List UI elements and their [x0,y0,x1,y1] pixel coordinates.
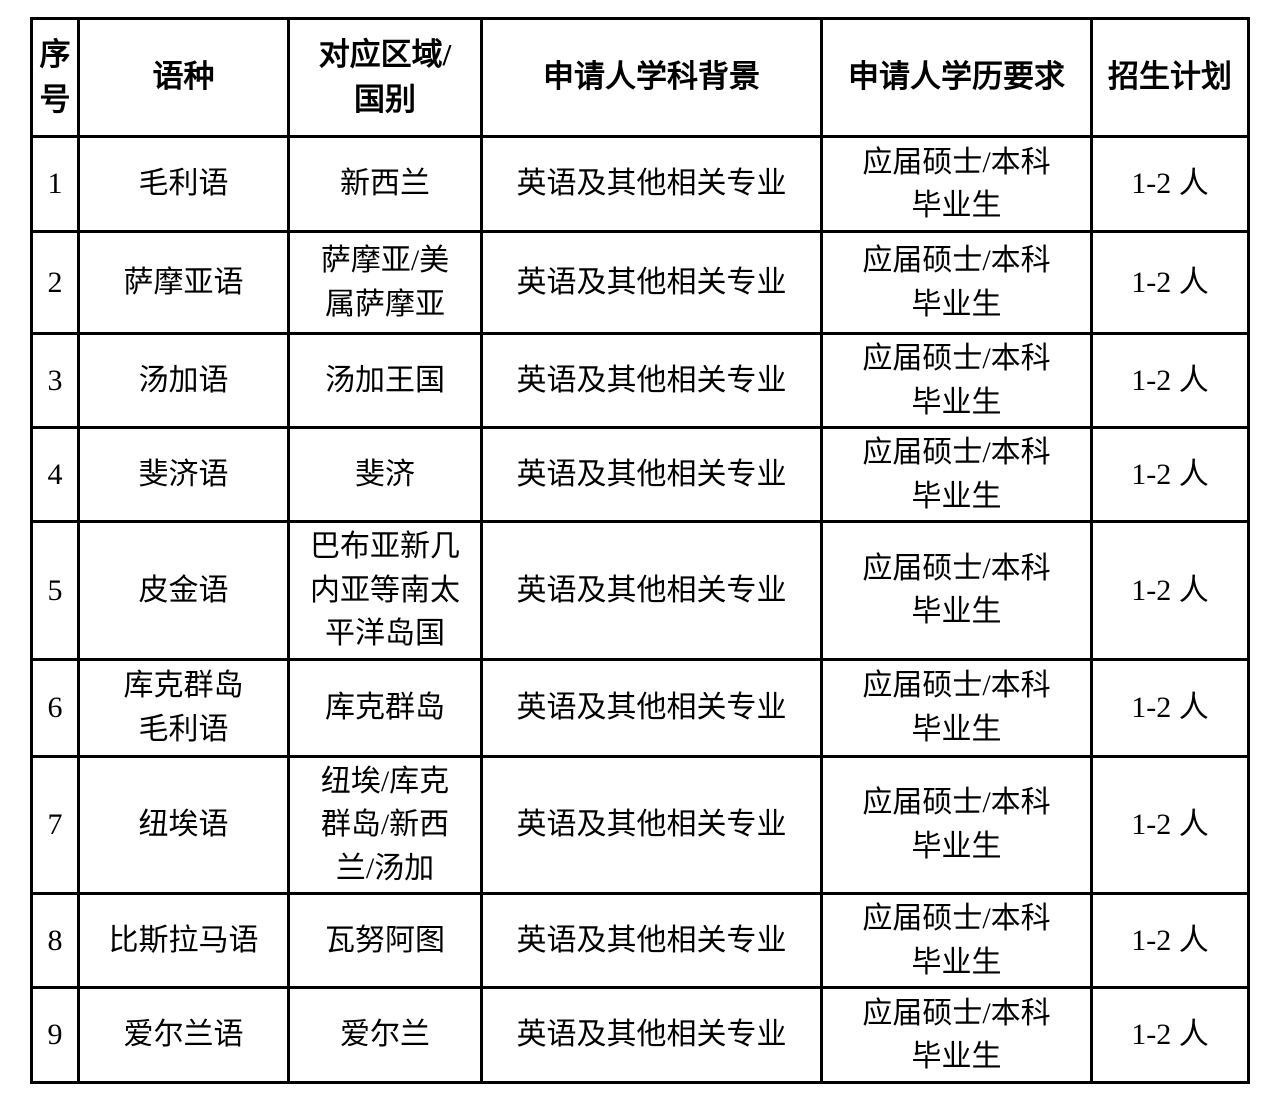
table-row-2: 2 萨摩亚语 萨摩亚/美 属萨摩亚 英语及其他相关专业 应届硕士/本科 毕业生 … [30,230,1250,335]
cell-background: 英语及其他相关专业 [480,426,823,523]
cell-language: 皮金语 [77,520,290,661]
cell-background: 英语及其他相关专业 [480,754,823,895]
cell-degree: 应届硕士/本科 毕业生 [820,332,1093,429]
table-row-8: 8 比斯拉马语 瓦努阿图 英语及其他相关专业 应届硕士/本科 毕业生 1-2 人 [30,892,1250,989]
cell-degree: 应届硕士/本科 毕业生 [820,657,1093,758]
table-row-9: 9 爱尔兰语 爱尔兰 英语及其他相关专业 应届硕士/本科 毕业生 1-2 人 [30,986,1250,1084]
cell-plan: 1-2 人 [1090,657,1250,758]
cell-index: 6 [30,657,80,758]
cell-degree: 应届硕士/本科 毕业生 [820,135,1093,233]
cell-index: 9 [30,986,80,1084]
cell-index: 8 [30,892,80,989]
cell-plan: 1-2 人 [1090,135,1250,233]
cell-background: 英语及其他相关专业 [480,230,823,335]
column-header-plan: 招生计划 [1090,17,1250,138]
cell-language: 纽埃语 [77,754,290,895]
cell-background: 英语及其他相关专业 [480,986,823,1084]
cell-index: 4 [30,426,80,523]
cell-degree: 应届硕士/本科 毕业生 [820,986,1093,1084]
cell-degree: 应届硕士/本科 毕业生 [820,426,1093,523]
cell-region: 瓦努阿图 [287,892,483,989]
cell-degree: 应届硕士/本科 毕业生 [820,892,1093,989]
table-row-5: 5 皮金语 巴布亚新几 内亚等南太 平洋岛国 英语及其他相关专业 应届硕士/本科… [30,520,1250,661]
cell-degree: 应届硕士/本科 毕业生 [820,230,1093,335]
cell-plan: 1-2 人 [1090,332,1250,429]
cell-language: 毛利语 [77,135,290,233]
cell-region: 爱尔兰 [287,986,483,1084]
cell-degree: 应届硕士/本科 毕业生 [820,520,1093,661]
cell-plan: 1-2 人 [1090,426,1250,523]
cell-region: 萨摩亚/美 属萨摩亚 [287,230,483,335]
cell-plan: 1-2 人 [1090,754,1250,895]
cell-index: 2 [30,230,80,335]
cell-region: 汤加王国 [287,332,483,429]
cell-language: 萨摩亚语 [77,230,290,335]
cell-background: 英语及其他相关专业 [480,520,823,661]
cell-plan: 1-2 人 [1090,986,1250,1084]
cell-region: 库克群岛 [287,657,483,758]
column-header-index: 序 号 [30,17,80,138]
cell-background: 英语及其他相关专业 [480,135,823,233]
cell-index: 3 [30,332,80,429]
table-row-3: 3 汤加语 汤加王国 英语及其他相关专业 应届硕士/本科 毕业生 1-2 人 [30,332,1250,429]
table-row-6: 6 库克群岛 毛利语 库克群岛 英语及其他相关专业 应届硕士/本科 毕业生 1-… [30,657,1250,758]
cell-index: 7 [30,754,80,895]
cell-index: 5 [30,520,80,661]
cell-background: 英语及其他相关专业 [480,657,823,758]
cell-background: 英语及其他相关专业 [480,892,823,989]
cell-region: 巴布亚新几 内亚等南太 平洋岛国 [287,520,483,661]
header-row: 序 号 语种 对应区域/ 国别 申请人学科背景 申请人学历要求 招生计划 [30,17,1250,138]
cell-language: 比斯拉马语 [77,892,290,989]
language-recruitment-table: 序 号 语种 对应区域/ 国别 申请人学科背景 申请人学历要求 招生计划 1 毛… [30,17,1250,1084]
table-row-1: 1 毛利语 新西兰 英语及其他相关专业 应届硕士/本科 毕业生 1-2 人 [30,135,1250,233]
cell-index: 1 [30,135,80,233]
table-row-4: 4 斐济语 斐济 英语及其他相关专业 应届硕士/本科 毕业生 1-2 人 [30,426,1250,523]
column-header-region: 对应区域/ 国别 [287,17,483,138]
cell-language: 爱尔兰语 [77,986,290,1084]
table-row-7: 7 纽埃语 纽埃/库克 群岛/新西 兰/汤加 英语及其他相关专业 应届硕士/本科… [30,754,1250,895]
column-header-degree: 申请人学历要求 [820,17,1093,138]
cell-background: 英语及其他相关专业 [480,332,823,429]
cell-plan: 1-2 人 [1090,230,1250,335]
column-header-language: 语种 [77,17,290,138]
cell-region: 新西兰 [287,135,483,233]
cell-plan: 1-2 人 [1090,892,1250,989]
cell-region: 斐济 [287,426,483,523]
cell-language: 库克群岛 毛利语 [77,657,290,758]
cell-region: 纽埃/库克 群岛/新西 兰/汤加 [287,754,483,895]
column-header-background: 申请人学科背景 [480,17,823,138]
cell-plan: 1-2 人 [1090,520,1250,661]
cell-degree: 应届硕士/本科 毕业生 [820,754,1093,895]
cell-language: 斐济语 [77,426,290,523]
cell-language: 汤加语 [77,332,290,429]
